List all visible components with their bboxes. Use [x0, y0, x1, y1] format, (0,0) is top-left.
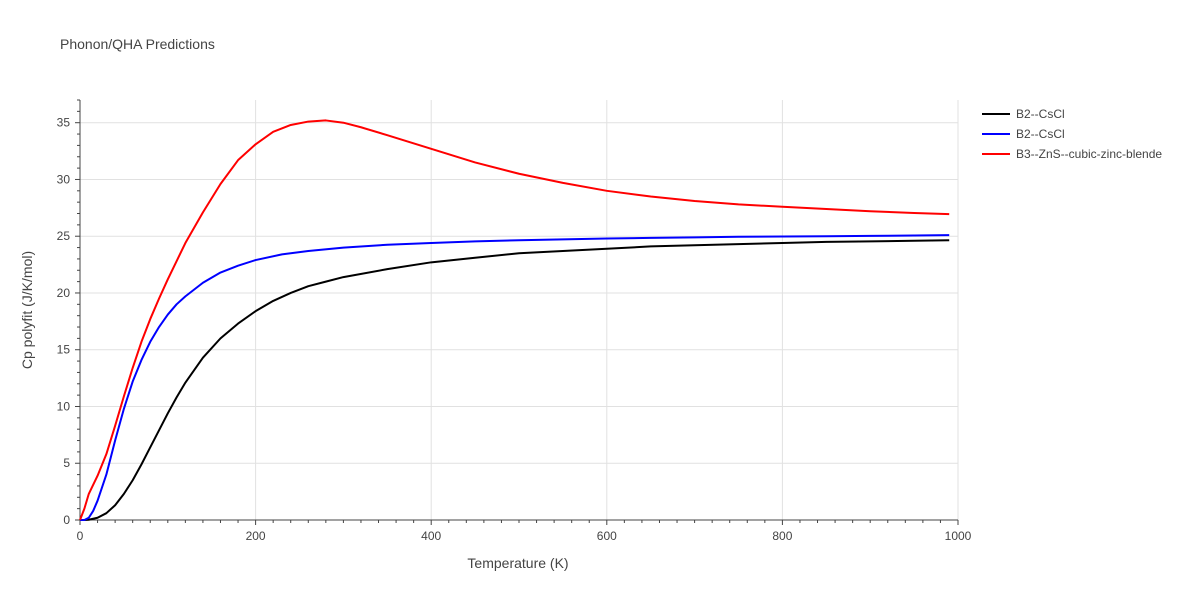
axes: 0 200 400 600 800 1000 0 5 10 15 20 25 30 35: [57, 99, 972, 543]
y-tick-label: 25: [57, 229, 71, 243]
y-tick-label: 10: [57, 399, 71, 413]
chart-title: Phonon/QHA Predictions: [60, 36, 215, 52]
y-tick-label: 0: [63, 513, 70, 527]
y-tick-label: 30: [57, 172, 71, 186]
legend-label: B3--ZnS--cubic-zinc-blende: [1016, 147, 1162, 161]
series-line-3: [79, 119, 950, 521]
x-tick-label: 800: [772, 529, 792, 543]
y-tick-label: 5: [63, 456, 70, 470]
x-tick-label: 400: [421, 529, 441, 543]
series-lines: [79, 119, 950, 521]
series-line-2: [80, 234, 950, 521]
x-axis-title: Temperature (K): [467, 555, 568, 571]
legend-label: B2--CsCl: [1016, 107, 1065, 121]
legend-item-3[interactable]: B3--ZnS--cubic-zinc-blende: [982, 147, 1162, 161]
y-tick-label: 35: [57, 116, 71, 130]
y-axis-title: Cp polyfit (J/K/mol): [19, 251, 35, 369]
x-tick-label: 200: [246, 529, 266, 543]
x-tick-label: 600: [597, 529, 617, 543]
legend[interactable]: B2--CsCl B2--CsCl B3--ZnS--cubic-zinc-blen…: [982, 107, 1162, 161]
legend-label: B2--CsCl: [1016, 127, 1065, 141]
legend-item-2[interactable]: B2--CsCl: [982, 127, 1065, 141]
x-tick-label: 1000: [945, 529, 972, 543]
grid-lines: [80, 100, 959, 520]
series-line-1: [80, 239, 950, 521]
y-tick-label: 20: [57, 286, 71, 300]
legend-item-1[interactable]: B2--CsCl: [982, 107, 1065, 121]
y-tick-label: 15: [57, 343, 71, 357]
x-tick-label: 0: [77, 529, 84, 543]
